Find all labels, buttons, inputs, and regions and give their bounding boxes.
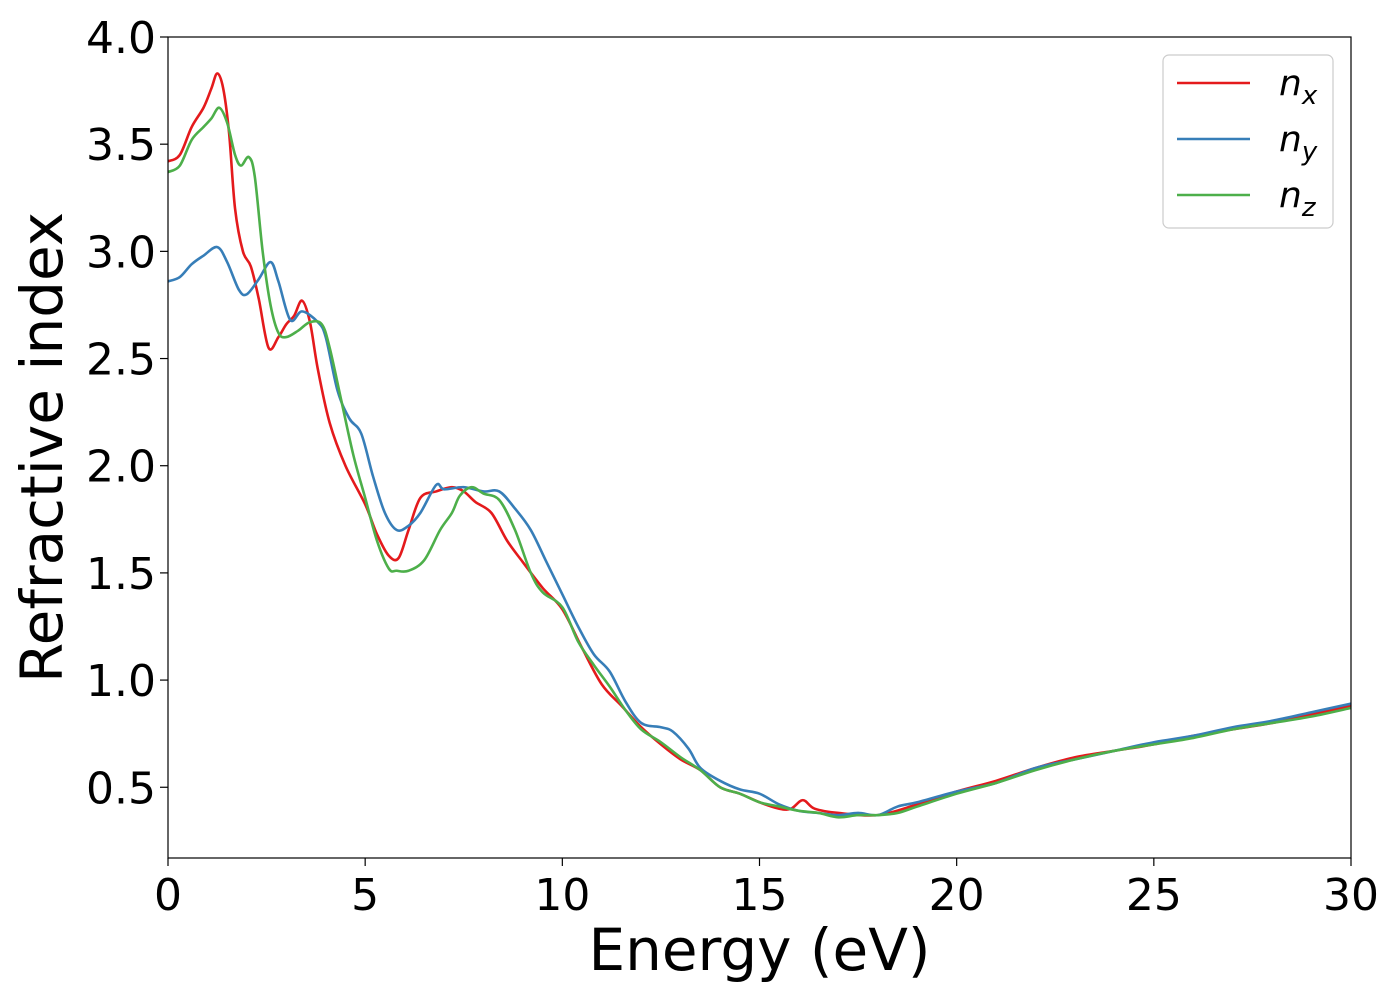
x-tick-label: 25 xyxy=(1126,870,1182,921)
x-axis-label: Energy (eV) xyxy=(588,916,930,984)
legend: nx ny nz xyxy=(1162,54,1334,229)
x-tick-label: 10 xyxy=(534,870,590,921)
x-tick-label: 0 xyxy=(154,870,182,921)
legend-label-ny: ny xyxy=(1279,119,1318,167)
legend-label-nz: nz xyxy=(1279,175,1317,223)
series-line-ny xyxy=(168,245,1351,817)
y-tick-label: 2.0 xyxy=(86,442,156,493)
y-axis-ticks: 0.5 1.0 1.5 2.0 2.5 3.0 3.5 4.0 xyxy=(86,13,168,814)
x-tick-label: 30 xyxy=(1323,870,1379,921)
y-tick-label: 1.5 xyxy=(86,549,156,600)
legend-box xyxy=(1162,54,1334,229)
x-tick-label: 20 xyxy=(929,870,985,921)
x-tick-label: 15 xyxy=(732,870,788,921)
y-tick-label: 4.0 xyxy=(86,13,156,64)
legend-items: nx ny nz xyxy=(1177,63,1318,223)
y-tick-label: 3.5 xyxy=(86,120,156,171)
y-tick-label: 1.0 xyxy=(86,656,156,707)
y-tick-label: 3.0 xyxy=(86,227,156,278)
y-tick-label: 0.5 xyxy=(86,763,156,814)
series-line-nz xyxy=(168,106,1351,819)
legend-label-nx: nx xyxy=(1279,63,1318,111)
y-axis-label: Refractive index xyxy=(8,212,76,683)
x-axis-ticks: 0 5 10 15 20 25 30 xyxy=(154,858,1379,921)
x-tick-label: 5 xyxy=(351,870,379,921)
y-tick-label: 2.5 xyxy=(86,335,156,386)
series-layer xyxy=(168,72,1351,819)
